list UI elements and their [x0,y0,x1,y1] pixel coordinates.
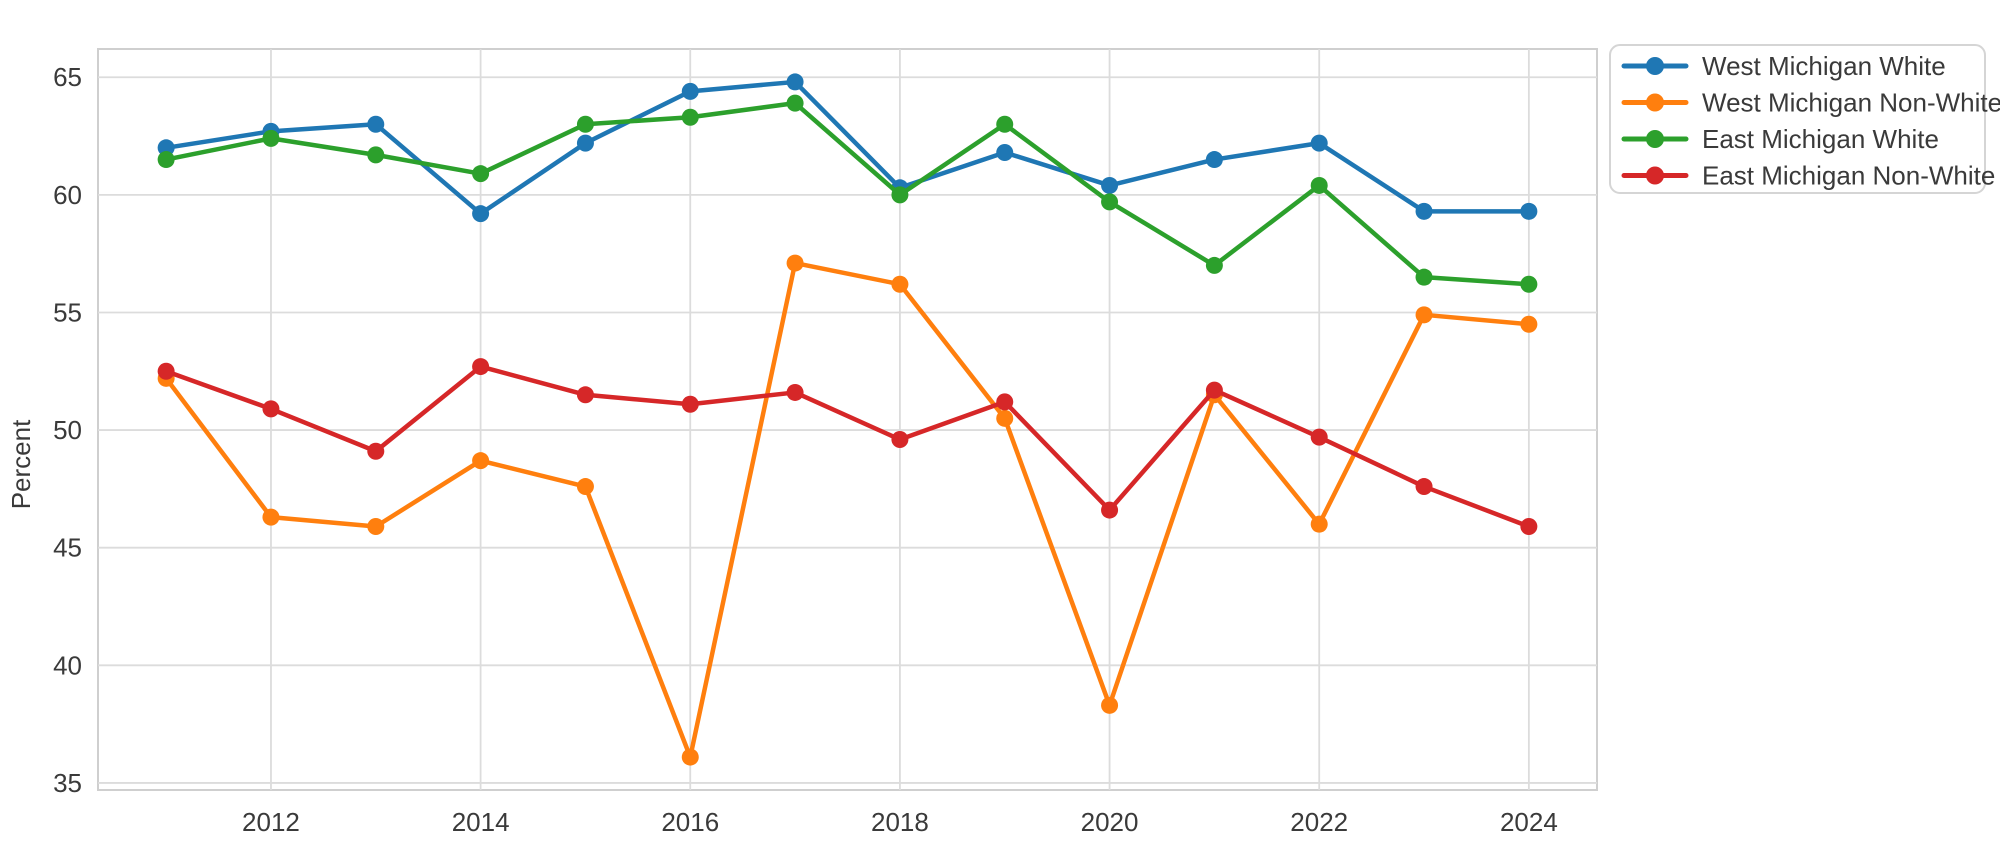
legend-label-west-michigan-non-white: West Michigan Non-White [1702,88,2000,118]
data-point-west-michigan-non-white-2013 [367,518,385,536]
data-point-west-michigan-white-2019 [996,144,1014,162]
x-tick-label: 2016 [661,807,719,837]
data-point-east-michigan-non-white-2021 [1205,381,1223,399]
y-axis-label: Percent [6,419,36,509]
data-point-east-michigan-non-white-2015 [576,386,594,404]
data-point-east-michigan-white-2016 [681,108,699,126]
data-point-west-michigan-non-white-2020 [1101,696,1119,714]
legend-marker-east-michigan-white [1646,130,1664,148]
y-tick-label: 60 [53,180,82,210]
data-point-west-michigan-non-white-2023 [1415,306,1433,324]
x-tick-label: 2024 [1500,807,1558,837]
y-tick-label: 65 [53,62,82,92]
legend-label-east-michigan-white: East Michigan White [1702,124,1939,154]
data-point-east-michigan-white-2023 [1415,268,1433,286]
data-point-east-michigan-non-white-2020 [1101,501,1119,519]
data-point-east-michigan-non-white-2017 [786,383,804,401]
data-point-east-michigan-non-white-2018 [891,430,909,448]
x-tick-label: 2014 [452,807,510,837]
data-point-west-michigan-white-2022 [1310,134,1328,152]
data-point-west-michigan-non-white-2014 [472,452,490,470]
data-point-east-michigan-white-2012 [262,129,280,147]
data-point-west-michigan-white-2020 [1101,176,1119,194]
data-point-east-michigan-non-white-2024 [1520,518,1538,536]
legend-label-west-michigan-white: West Michigan White [1702,51,1946,81]
data-point-west-michigan-non-white-2015 [576,478,594,496]
data-point-east-michigan-white-2015 [576,115,594,133]
y-tick-label: 45 [53,533,82,563]
x-tick-label: 2020 [1081,807,1139,837]
x-tick-label: 2022 [1290,807,1348,837]
y-tick-label: 40 [53,650,82,680]
data-point-east-michigan-white-2018 [891,186,909,204]
data-point-east-michigan-white-2011 [157,151,175,169]
data-point-east-michigan-non-white-2023 [1415,478,1433,496]
data-point-east-michigan-white-2020 [1101,193,1119,211]
series-line-west-michigan-white [163,79,1532,216]
data-point-west-michigan-white-2024 [1520,202,1538,220]
data-point-west-michigan-non-white-2024 [1520,315,1538,333]
data-point-east-michigan-white-2014 [472,165,490,183]
data-point-west-michigan-white-2017 [786,73,804,91]
data-point-west-michigan-white-2014 [472,205,490,223]
series-line-west-michigan-non-white [163,260,1532,760]
y-tick-label: 50 [53,415,82,445]
data-point-east-michigan-white-2021 [1205,256,1223,274]
data-point-east-michigan-non-white-2013 [367,442,385,460]
data-point-east-michigan-non-white-2019 [996,393,1014,411]
legend-box [1609,44,1986,194]
y-tick-label: 55 [53,297,82,327]
series-line-east-michigan-non-white [163,364,1532,529]
data-point-west-michigan-non-white-2022 [1310,515,1328,533]
data-point-west-michigan-white-2021 [1205,151,1223,169]
plot-area [97,48,1598,791]
data-point-east-michigan-white-2019 [996,115,1014,133]
x-tick-label: 2018 [871,807,929,837]
data-point-west-michigan-white-2011 [157,139,175,157]
data-point-east-michigan-non-white-2022 [1310,428,1328,446]
y-tick-label: 35 [53,768,82,798]
data-point-west-michigan-white-2016 [681,82,699,100]
data-point-west-michigan-non-white-2017 [786,254,804,272]
data-point-east-michigan-non-white-2014 [472,358,490,376]
data-point-west-michigan-non-white-2016 [681,748,699,766]
x-tick-label: 2012 [242,807,300,837]
data-point-west-michigan-non-white-2019 [996,409,1014,427]
legend-marker-west-michigan-non-white [1646,93,1664,112]
data-point-west-michigan-non-white-2018 [891,275,909,293]
data-point-west-michigan-white-2023 [1415,202,1433,220]
data-point-west-michigan-white-2013 [367,115,385,133]
legend-marker-west-michigan-white [1646,57,1664,75]
data-point-east-michigan-white-2022 [1310,176,1328,194]
legend-marker-east-michigan-non-white [1646,166,1664,185]
data-point-east-michigan-non-white-2011 [157,362,175,380]
data-point-east-michigan-non-white-2012 [262,400,280,418]
legend-label-east-michigan-non-white: East Michigan Non-White [1702,161,1995,191]
data-point-east-michigan-white-2017 [786,94,804,112]
data-point-east-michigan-non-white-2016 [681,395,699,413]
data-point-east-michigan-white-2013 [367,146,385,164]
data-point-west-michigan-white-2015 [576,134,594,152]
series-line-east-michigan-white [163,100,1532,287]
data-point-east-michigan-white-2024 [1520,275,1538,293]
data-point-west-michigan-non-white-2012 [262,508,280,526]
